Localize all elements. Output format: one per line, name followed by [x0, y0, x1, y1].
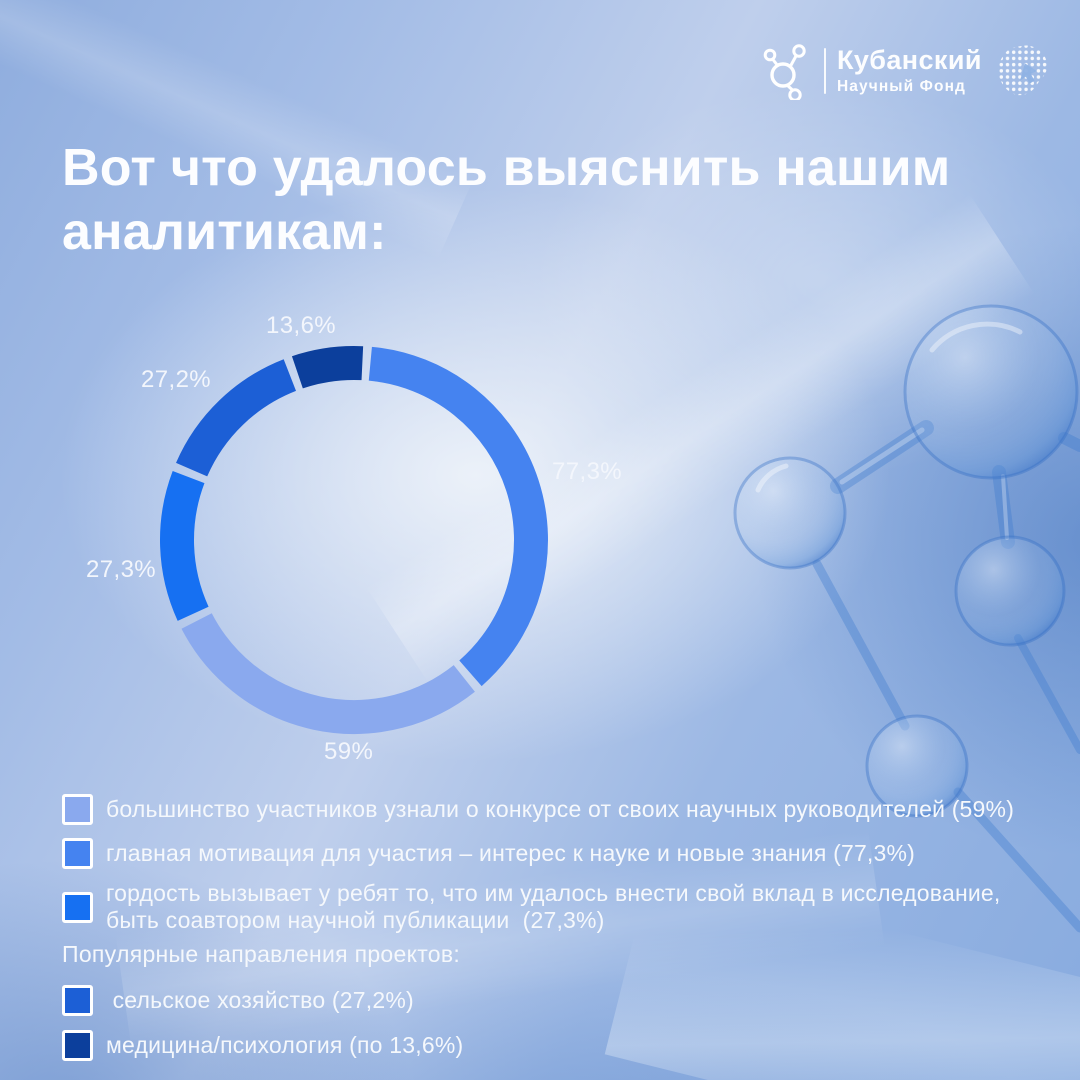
legend-swatch — [62, 1030, 93, 1061]
logo-divider — [824, 48, 826, 94]
legend-item: гордость вызывает у ребят то, что им уда… — [62, 880, 1036, 934]
legend-item: сельское хозяйство (27,2%) — [62, 985, 414, 1016]
legend-label: главная мотивация для участия – интерес … — [106, 839, 916, 866]
legend-label: медицина/психология (по 13,6%) — [106, 1031, 464, 1058]
legend-item: медицина/психология (по 13,6%) — [62, 1030, 463, 1061]
chart-label-77-3: 77,3% — [552, 458, 623, 485]
legend-item: главная мотивация для участия – интерес … — [62, 838, 915, 869]
brand-name-line1: Кубанский — [837, 45, 982, 76]
donut-chart-rings — [160, 346, 548, 734]
legend-swatch — [62, 838, 93, 869]
legend-swatch — [62, 985, 93, 1016]
chart-label-27-3: 27,3% — [86, 556, 157, 583]
legend-item: большинство участников узнали о конкурсе… — [62, 794, 1014, 825]
brand-logo: Кубанский Научный Фонд — [763, 42, 1051, 100]
legend-label: сельское хозяйство (27,2%) — [106, 986, 414, 1013]
chart-label-27-2: 27,2% — [141, 366, 212, 393]
chart-label-59: 59% — [324, 738, 374, 765]
legend-swatch — [62, 891, 93, 923]
krasnodar-region-dots-icon — [998, 45, 1048, 96]
page-title: Вот что удалось выяснить нашим аналитика… — [62, 139, 951, 262]
legend-label: большинство участников узнали о конкурсе… — [106, 795, 1015, 822]
chart-label-13-6: 13,6% — [266, 312, 337, 339]
brand-name-line2: Научный Фонд — [837, 77, 966, 95]
glass-molecule-photo — [733, 304, 1080, 933]
donut-chart: 77,3% 59% 27,3% 27,2% 13,6% — [86, 300, 650, 780]
legend-swatch — [62, 794, 93, 825]
legend-subtitle: Популярные направления проектов: — [62, 941, 461, 967]
molecule-icon — [763, 44, 806, 100]
brand-name: Кубанский Научный Фонд — [837, 46, 982, 95]
legend-label: гордость вызывает у ребят то, что им уда… — [106, 880, 1008, 934]
